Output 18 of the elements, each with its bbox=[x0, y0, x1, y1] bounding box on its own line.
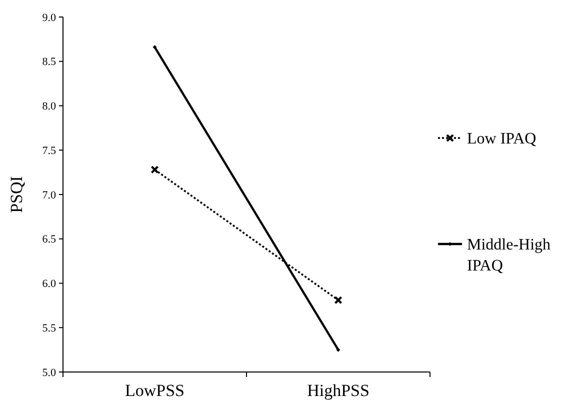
y-tick-label: 6.0 bbox=[42, 278, 56, 290]
legend-label: Middle-High IPAQ bbox=[467, 236, 551, 274]
y-tick-label: 8.0 bbox=[42, 100, 56, 113]
y-tick-label: 5.5 bbox=[42, 322, 56, 334]
y-tick-label: 6.5 bbox=[42, 234, 56, 246]
point bbox=[336, 348, 340, 352]
x-tick-label: HighPSS bbox=[307, 381, 370, 400]
y-tick-label: 7.0 bbox=[42, 189, 56, 202]
x-tick-label: LowPSS bbox=[124, 381, 185, 400]
y-axis-title: PSQI bbox=[7, 176, 26, 213]
y-tick-label: 5.0 bbox=[42, 366, 56, 379]
point bbox=[150, 166, 159, 174]
point bbox=[334, 296, 342, 304]
y-tick-label: 7.5 bbox=[42, 144, 56, 157]
point bbox=[152, 45, 157, 50]
legend-label: Low IPAQ bbox=[467, 130, 537, 148]
y-tick-label: 8.5 bbox=[42, 56, 56, 68]
y-tick-label: 9.0 bbox=[42, 12, 56, 24]
